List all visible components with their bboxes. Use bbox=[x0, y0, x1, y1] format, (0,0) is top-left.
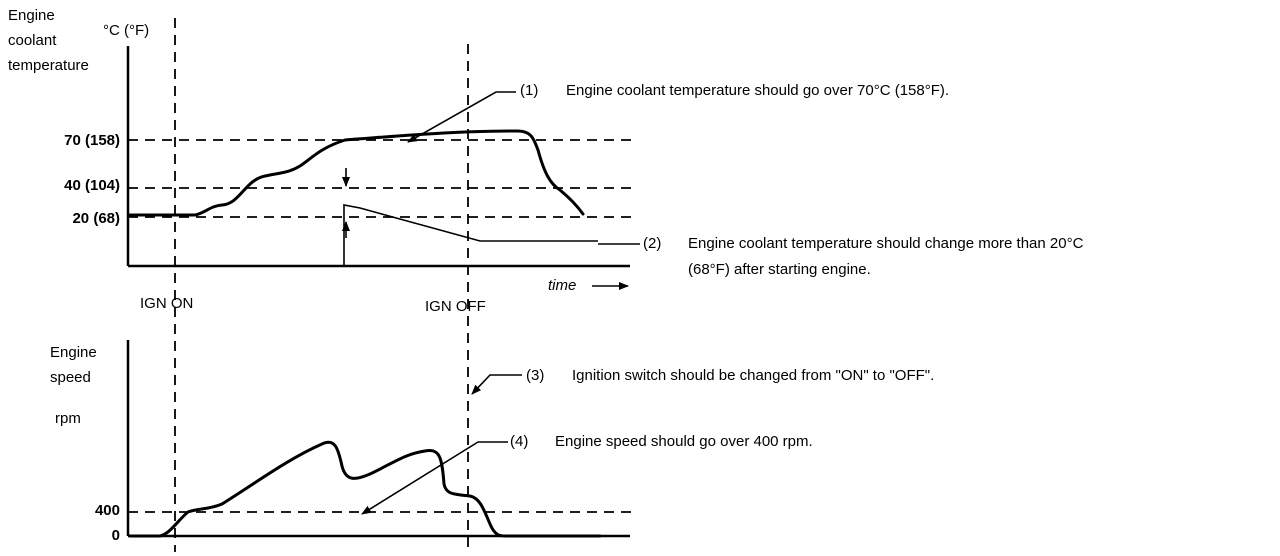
tick-40: 40 (104) bbox=[64, 177, 120, 194]
temperature-change-step-line bbox=[130, 204, 598, 267]
bottom-ylabel-line-2: speed bbox=[50, 369, 91, 386]
annotation-2-text-line-1: Engine coolant temperature should change… bbox=[688, 235, 1084, 252]
tick-20: 20 (68) bbox=[72, 210, 120, 227]
annotation-1-number: (1) bbox=[520, 82, 538, 99]
annotation-3-text: Ignition switch should be changed from "… bbox=[572, 367, 934, 384]
annotation-2-number: (2) bbox=[643, 235, 661, 252]
engine-speed-curve bbox=[128, 440, 602, 538]
tick-400: 400 bbox=[95, 502, 120, 519]
ign-off-label: IGN OFF bbox=[425, 298, 486, 315]
top-ylabel-line-3: temperature bbox=[8, 57, 89, 74]
annotation-4-text: Engine speed should go over 400 rpm. bbox=[555, 433, 813, 450]
annotation-4-number: (4) bbox=[510, 433, 528, 450]
top-ylabel-line-1: Engine bbox=[8, 7, 55, 24]
time-label: time bbox=[548, 277, 576, 294]
bottom-unit-label: rpm bbox=[55, 410, 81, 427]
annotation-3-number: (3) bbox=[526, 367, 544, 384]
ign-on-label: IGN ON bbox=[140, 295, 193, 312]
top-unit-label: °C (°F) bbox=[103, 22, 149, 39]
tick-70: 70 (158) bbox=[64, 132, 120, 149]
tick-0: 0 bbox=[112, 527, 120, 544]
bottom-ylabel-line-1: Engine bbox=[50, 344, 97, 361]
coolant-temperature-curve bbox=[128, 129, 585, 217]
leader-1 bbox=[407, 91, 516, 143]
leader-4 bbox=[361, 441, 508, 515]
annotation-2-text-line-2: (68°F) after starting engine. bbox=[688, 261, 871, 278]
top-ylabel-line-2: coolant bbox=[8, 32, 57, 49]
annotation-1-text: Engine coolant temperature should go ove… bbox=[566, 82, 949, 99]
leader-3 bbox=[471, 374, 522, 395]
